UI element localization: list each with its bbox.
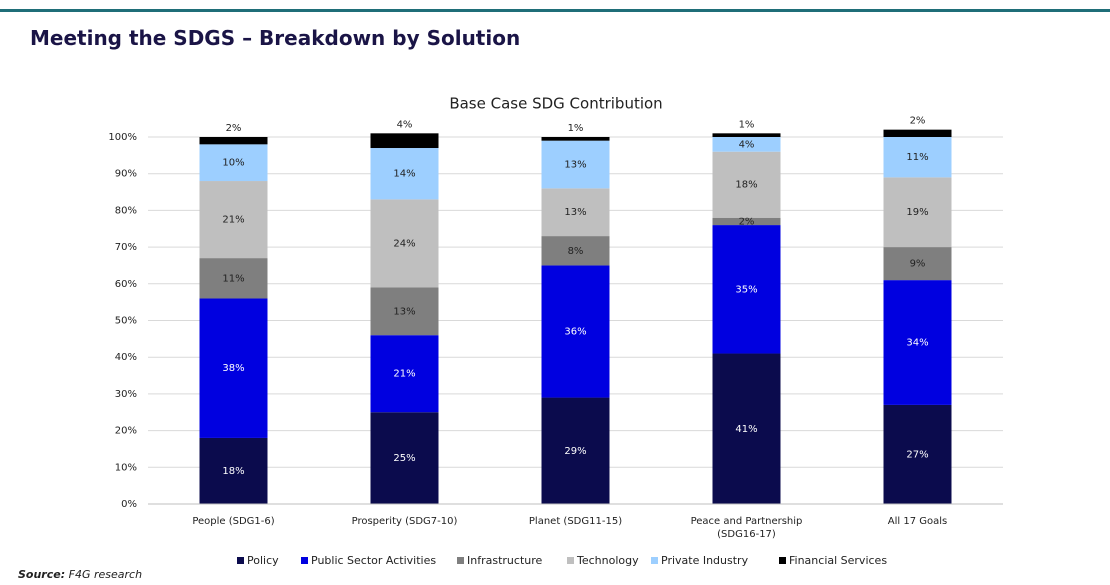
x-tick-label: Planet (SDG11-15) [528,516,623,527]
y-tick-label: 100% [108,132,137,143]
data-label: 19% [906,207,928,218]
data-label: 2% [739,216,755,227]
bar-segment [883,129,952,137]
data-label: 11% [222,273,244,284]
legend-swatch [779,557,786,564]
legend-swatch [567,557,574,564]
bar-segment [712,225,781,354]
data-label: 38% [222,363,244,374]
bar-segment [883,404,952,504]
bar-segment [370,412,439,504]
y-tick-label: 0% [121,499,137,510]
legend-swatch [651,557,658,564]
top-rule [0,9,1110,12]
bar-segment [541,137,610,141]
data-label: 4% [397,119,413,130]
data-label: 29% [564,446,586,457]
data-label: 36% [564,327,586,338]
bar-segment [199,144,268,182]
data-label: 34% [906,338,928,349]
legend-label: Public Sector Activities [311,554,436,567]
bar-segment [199,258,268,299]
legend-label: Private Industry [661,554,749,567]
data-label: 41% [735,424,757,435]
bar-segment [541,188,610,237]
bar-segment [712,151,781,218]
bar-segment [541,236,610,266]
data-label: 13% [564,207,586,218]
data-label: 14% [393,169,415,180]
bar-segment [370,287,439,336]
data-label: 25% [393,453,415,464]
data-label: 1% [739,119,755,130]
data-label: 4% [739,139,755,150]
y-tick-label: 80% [115,205,137,216]
source-text: F4G research [68,568,143,581]
data-label: 13% [393,306,415,317]
data-label: 2% [910,116,926,127]
legend-label: Infrastructure [467,554,543,567]
bar-segment [199,437,268,504]
bar-segment [883,247,952,281]
data-label: 27% [906,449,928,460]
data-label: 13% [564,160,586,171]
bar-segment [541,397,610,504]
bar-segment [883,280,952,405]
bar-segment [883,137,952,178]
data-label: 24% [393,238,415,249]
y-tick-label: 40% [115,352,137,363]
data-label: 18% [222,466,244,477]
bar-segment [712,217,781,226]
legend-swatch [237,557,244,564]
bar-segment [712,137,781,152]
bar-segment [712,133,781,137]
data-label: 21% [393,369,415,380]
page-title: Meeting the SDGS – Breakdown by Solution [30,26,521,50]
legend-swatch [301,557,308,564]
source: Source: F4G research [18,568,142,581]
x-tick-label: All 17 Goals [887,516,948,527]
data-label: 21% [222,215,244,226]
legend-swatch [457,557,464,564]
y-tick-label: 50% [115,316,137,327]
bar-segment [370,199,439,288]
legend-label: Financial Services [789,554,887,567]
bar-segment [370,148,439,200]
y-tick-label: 10% [115,462,137,473]
data-label: 11% [906,152,928,163]
y-tick-label: 70% [115,242,137,253]
data-label: 2% [226,123,242,134]
bar-segment [541,265,610,398]
data-label: 10% [222,158,244,169]
bar-segment [712,353,781,504]
data-label: 18% [735,180,757,191]
chart-title: Base Case SDG Contribution [449,95,662,113]
data-label: 1% [568,123,584,134]
data-label: 8% [568,246,584,257]
bar-segment [370,133,439,149]
source-label: Source: [18,568,66,581]
bar-segment [199,137,268,145]
x-tick-label: Prosperity (SDG7-10) [351,516,458,527]
bar-segment [883,177,952,248]
bar-segment [199,181,268,259]
y-tick-label: 20% [115,426,137,437]
bar-segment [370,335,439,413]
bar-segment [541,140,610,189]
legend-label: Policy [247,554,279,567]
y-tick-label: 30% [115,389,137,400]
y-tick-label: 90% [115,169,137,180]
bar-segment [199,298,268,438]
data-label: 35% [735,284,757,295]
y-tick-label: 60% [115,279,137,290]
legend-label: Technology [576,554,639,567]
x-tick-label: Peace and Partnership (SDG16-17) [690,516,803,540]
data-label: 9% [910,259,926,270]
x-tick-label: People (SDG1-6) [192,516,275,527]
